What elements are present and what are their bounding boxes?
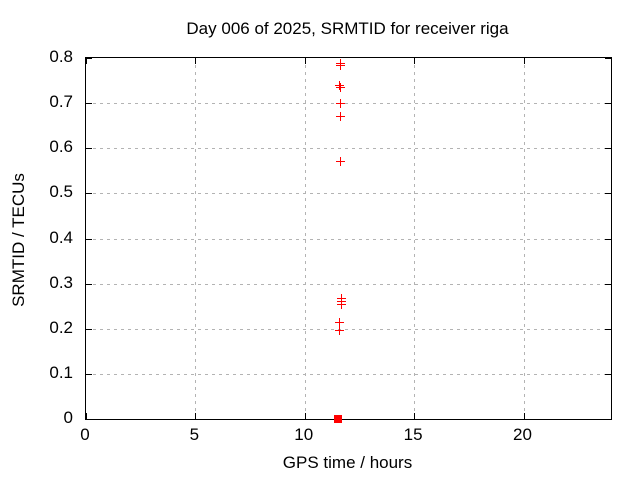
- data-point-marker: [335, 81, 345, 91]
- x-tick-label: 5: [189, 425, 200, 444]
- data-point-marker: [335, 111, 345, 121]
- y-tick-right: [605, 419, 611, 420]
- x-axis-label: GPS time / hours: [282, 453, 413, 472]
- data-point-marker: [336, 83, 346, 93]
- y-tick-left: [86, 283, 92, 285]
- y-tick-right: [605, 193, 611, 195]
- y-tick-label: 0.7: [49, 92, 73, 112]
- x-tick-label: 15: [403, 425, 423, 444]
- y-gridline: [86, 193, 611, 195]
- x-tick-top: [414, 58, 416, 64]
- y-tick-label: 0.3: [49, 272, 73, 292]
- y-tick-left: [86, 328, 92, 330]
- y-tick-label: 0: [63, 408, 73, 427]
- chart-title: Day 006 of 2025, SRMTID for receiver rig…: [186, 19, 509, 38]
- data-point-marker: [335, 61, 345, 71]
- y-gridline: [86, 103, 611, 105]
- y-tick-label: 0.6: [49, 137, 73, 157]
- data-point-marker: [335, 156, 345, 166]
- y-gridline: [86, 373, 611, 375]
- x-tick-bottom: [304, 413, 306, 419]
- y-tick-left: [86, 103, 92, 105]
- y-tick-right: [605, 103, 611, 105]
- x-tick-top: [86, 58, 87, 64]
- y-tick-right: [605, 373, 611, 375]
- x-tick-bottom: [414, 413, 416, 419]
- data-point-marker: [335, 325, 345, 335]
- y-gridline: [86, 238, 611, 240]
- y-tick-label: 0.4: [49, 227, 73, 247]
- x-tick-top: [195, 58, 197, 64]
- y-tick-left: [86, 373, 92, 375]
- y-tick-right: [605, 238, 611, 240]
- data-point-marker: [335, 318, 345, 328]
- data-point-marker: [335, 99, 345, 109]
- y-gridline: [86, 148, 611, 150]
- y-tick-left: [86, 419, 92, 420]
- x-tick-label: 10: [294, 425, 314, 444]
- x-tick-label: 0: [80, 425, 90, 444]
- y-tick-right: [605, 328, 611, 330]
- y-tick-left: [86, 148, 92, 150]
- y-tick-left: [86, 238, 92, 240]
- y-gridline: [86, 283, 611, 285]
- y-tick-label: 0.8: [49, 47, 73, 66]
- y-tick-label: 0.5: [49, 182, 73, 202]
- data-point-marker: [337, 300, 347, 310]
- y-tick-right: [605, 283, 611, 285]
- y-tick-label: 0.1: [49, 362, 73, 382]
- x-tick-top: [304, 58, 306, 64]
- y-tick-right: [605, 58, 611, 59]
- y-tick-left: [86, 58, 92, 59]
- zero-cluster-marker: [334, 415, 342, 423]
- x-tick-bottom: [195, 413, 197, 419]
- plot-area: [85, 57, 612, 423]
- x-tick-label: 20: [513, 425, 532, 444]
- x-tick-bottom: [523, 413, 525, 419]
- y-tick-right: [605, 148, 611, 150]
- y-tick-label: 0.2: [49, 317, 73, 337]
- y-tick-left: [86, 193, 92, 195]
- y-gridline: [86, 328, 611, 330]
- x-tick-bottom: [86, 413, 87, 419]
- x-tick-top: [523, 58, 525, 64]
